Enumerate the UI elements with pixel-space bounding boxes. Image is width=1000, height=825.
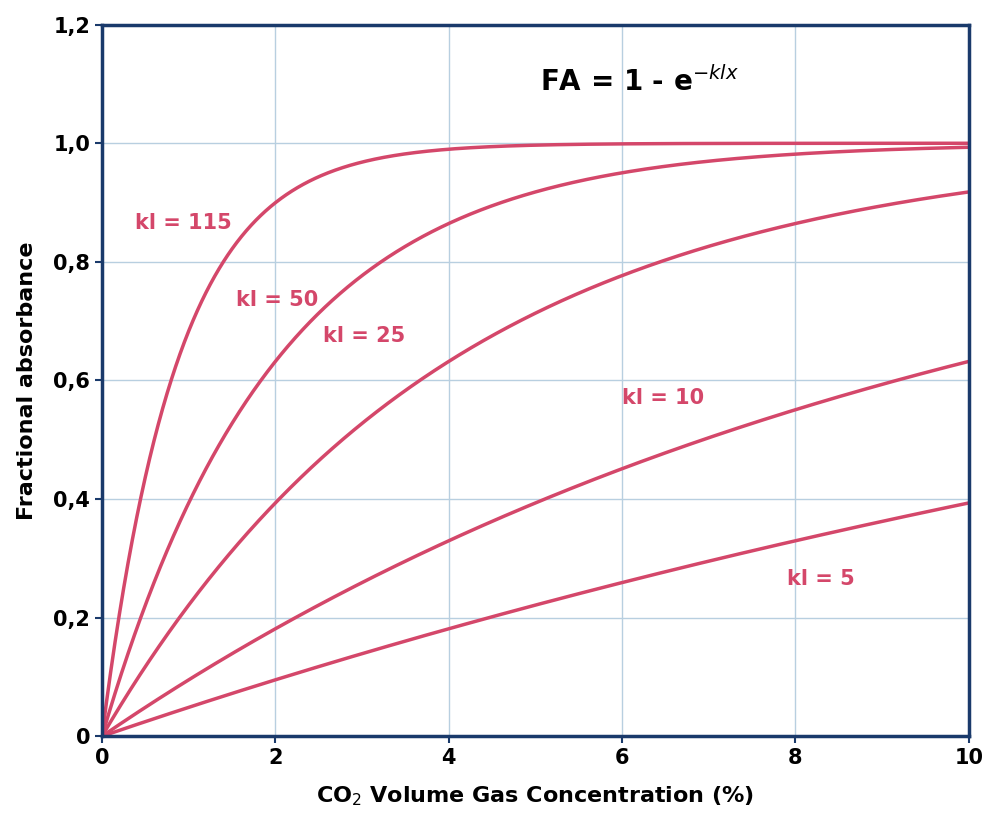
Text: FA = 1 - e$^{-klx}$: FA = 1 - e$^{-klx}$: [540, 66, 739, 97]
Text: kl = 50: kl = 50: [236, 290, 319, 310]
Text: kl = 25: kl = 25: [323, 326, 405, 346]
Text: kl = 5: kl = 5: [787, 569, 855, 589]
Text: kl = 10: kl = 10: [622, 389, 704, 408]
X-axis label: CO$_2$ Volume Gas Concentration (%): CO$_2$ Volume Gas Concentration (%): [316, 785, 754, 808]
Text: kl = 115: kl = 115: [135, 214, 232, 233]
Y-axis label: Fractional absorbance: Fractional absorbance: [17, 241, 37, 520]
